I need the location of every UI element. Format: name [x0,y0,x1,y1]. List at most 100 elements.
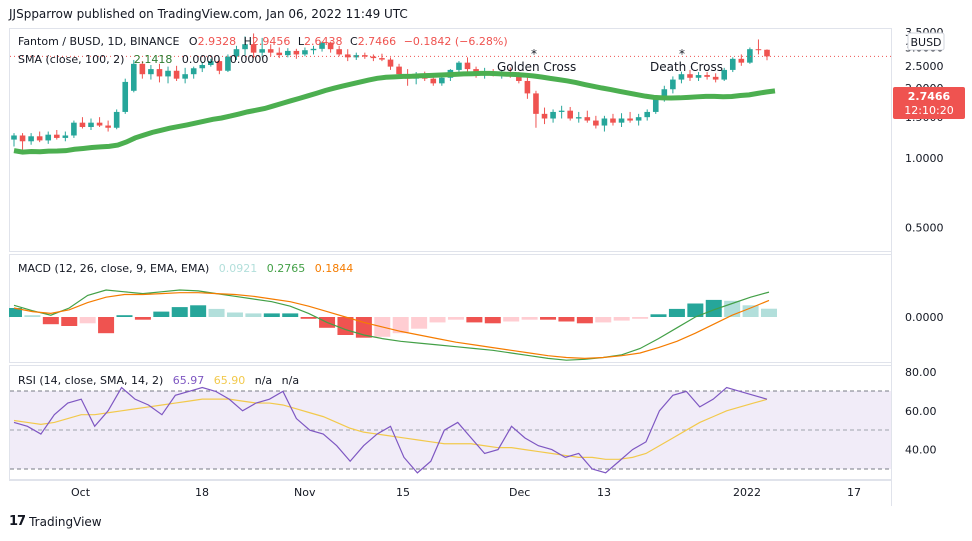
rsi-ma-line [13,398,768,460]
candle-body [130,63,137,91]
x-tick-label: 15 [396,486,410,499]
high-value: 2.9456 [252,35,291,48]
macd-bar [668,308,685,317]
candle-body [738,58,745,63]
sma-legend[interactable]: SMA (close, 100, 2) 2.1418 0.0000 0.0000 [18,53,268,66]
candle-body [370,56,377,59]
macd-line [13,289,770,361]
candle-body [550,111,556,119]
x-tick-label: 18 [195,486,209,499]
candle-body [148,69,154,75]
macd-bar [208,308,225,317]
macd-bar [411,317,428,329]
macd-value: 0.2765 [267,262,306,275]
candle-body [336,49,342,55]
sma-value-1: 2.1418 [134,53,173,66]
macd-legend[interactable]: MACD (12, 26, close, 9, EMA, EMA) 0.0921… [18,262,353,275]
macd-bar [392,317,409,334]
y-tick-label: 2.5000 [905,60,944,73]
currency-label: BUSD [910,36,941,49]
candle-body [285,50,291,56]
candle-body [156,69,163,77]
candle-body [584,117,591,121]
candle-body [45,134,52,141]
publish-line: JJSpparrow published on TradingView.com,… [9,7,408,21]
macd-bar [153,311,170,317]
candle-body [678,74,685,80]
candle-body [250,44,257,53]
main-legend[interactable]: Fantom / BUSD, 1D, BINANCE O2.9328 H2.94… [18,35,508,48]
sma-value-2: 0.0000 [182,53,221,66]
candle-body [327,42,334,50]
candle-body [593,120,599,126]
candle-body [558,110,565,112]
footer: 17 TradingView [9,514,102,529]
macd-bar [282,313,299,317]
candle-body [302,50,308,55]
candle-body [173,70,180,79]
macd-bar [558,317,575,322]
candle-body [524,80,531,94]
candle-body [199,65,206,69]
golden-cross-label: Golden Cross [497,60,576,74]
macd-bar [521,317,538,320]
brand-label: TradingView [29,514,102,529]
macd-bar [337,317,354,335]
candle-body [165,70,171,77]
candle-body [62,135,69,138]
x-tick-label: 17 [847,486,861,499]
candle-body [267,49,274,53]
macd-bar [98,317,115,334]
macd-bar [484,317,501,324]
macd-bar [263,313,280,317]
macd-bar [42,317,59,325]
death-cross-marker: * [679,47,685,61]
macd-bar [171,307,188,317]
candle-body [439,77,445,84]
candle-body [695,75,702,78]
candle-body [533,93,539,114]
rsi-line [13,386,768,474]
candle-body [687,74,693,78]
candle-body [652,98,659,112]
candle-body [225,56,231,71]
change-value: −0.1842 (−6.28%) [404,35,508,48]
tradingview-logo-icon: 17 [9,514,26,529]
candle-body [721,69,728,80]
chart-svg[interactable]: 3.50003.00002.50002.00001.50001.00000.50… [6,26,966,508]
price-tag-value: 2.7466 [908,90,951,103]
macd-bar [742,305,759,317]
candle-body [242,44,248,50]
rsi-value: 65.97 [173,374,205,387]
rsi-extra-1: n/a [255,374,272,387]
macd-bar [761,308,777,317]
candle-body [139,63,146,75]
candlestick-series [11,33,770,154]
candle-body [353,55,360,58]
low-value: 2.6438 [304,35,343,48]
macd-bar [576,317,593,324]
rsi-y-tick: 40.00 [905,444,937,457]
rsi-legend[interactable]: RSI (14, close, SMA, 14, 2) 65.97 65.90 … [18,374,299,387]
candle-body [216,61,223,71]
rsi-y-tick: 80.00 [905,366,937,379]
candle-body [627,118,633,121]
macd-bar [595,317,612,323]
macd-bar [466,317,483,323]
macd-bar [79,317,96,324]
candle-body [79,122,86,128]
candle-body [747,49,753,63]
candle-body [661,89,668,99]
close-value: 2.7466 [358,35,397,48]
currency-badge[interactable] [907,32,945,51]
candle-body [430,78,437,84]
macd-bar [540,317,557,320]
candle-body [379,58,385,60]
macd-bar [447,317,464,320]
chart-frame[interactable]: 3.50003.00002.50002.00001.50001.00000.50… [6,26,966,508]
macd-bar [650,314,667,317]
candle-body [105,125,111,128]
candle-body [601,118,608,126]
candle-body [96,122,103,126]
candle-body [541,113,548,119]
